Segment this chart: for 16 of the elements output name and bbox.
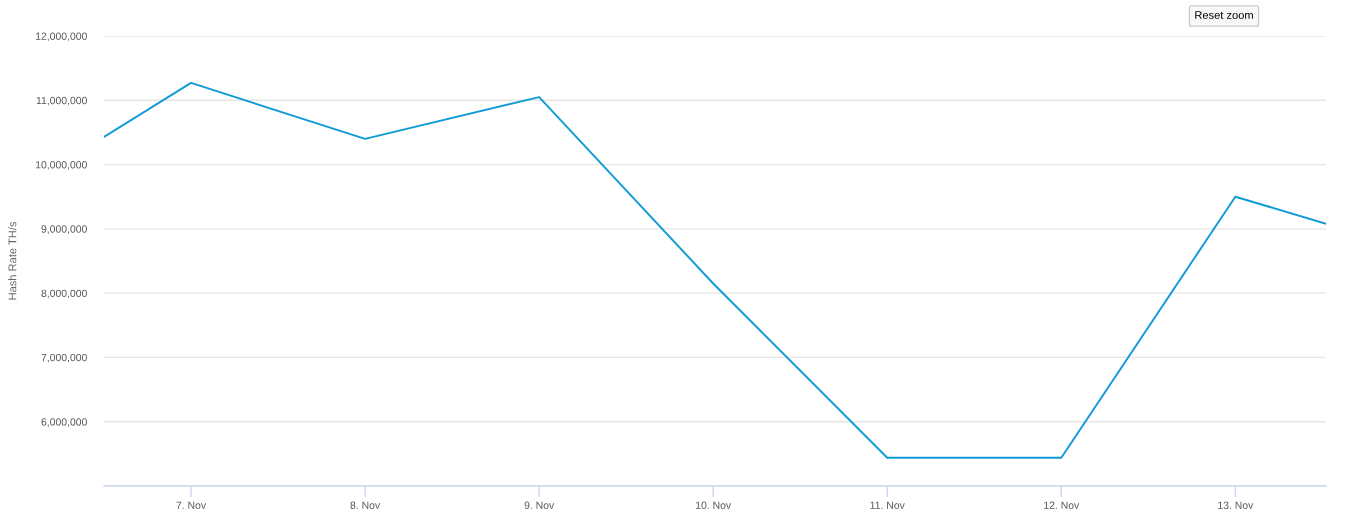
x-tick-label: 7. Nov [176, 501, 207, 509]
y-tick-label: 10,000,000 [36, 161, 87, 170]
x-tick-label: 8. Nov [350, 501, 381, 509]
y-tick-label: 12,000,000 [36, 32, 87, 42]
y-tick-label: 6,000,000 [41, 418, 87, 427]
y-tick-label: 9,000,000 [41, 225, 87, 234]
y-tick-label: 7,000,000 [41, 353, 87, 363]
x-tick-label: 12. Nov [1044, 501, 1080, 509]
x-tick-label: 11. Nov [870, 501, 905, 509]
y-tick-label: 11,000,000 [36, 96, 87, 106]
y-tick-label: 8,000,000 [41, 289, 87, 299]
text: Reset zoom [1195, 11, 1253, 19]
y-axis-title: Hash Rate TH/s [8, 221, 17, 300]
x-tick-label: 13. Nov [1218, 501, 1254, 509]
x-tick-label: 9. Nov [524, 501, 555, 509]
x-tick-label: 10. Nov [696, 501, 732, 509]
